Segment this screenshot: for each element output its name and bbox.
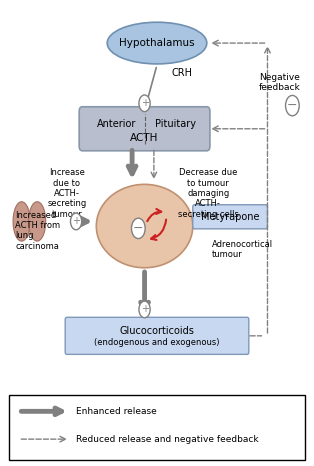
Text: CRH: CRH [171, 68, 192, 78]
Circle shape [285, 96, 299, 116]
Text: +: + [72, 216, 80, 226]
Circle shape [139, 301, 150, 318]
FancyBboxPatch shape [9, 395, 305, 460]
Text: Increased
ACTH from
lung
carcinoma: Increased ACTH from lung carcinoma [15, 211, 61, 251]
Ellipse shape [13, 202, 30, 241]
Ellipse shape [107, 22, 207, 64]
Text: Enhanced release: Enhanced release [76, 407, 157, 416]
Text: Metyrapone: Metyrapone [201, 212, 259, 222]
Text: +: + [141, 98, 149, 108]
Text: (endogenous and exogenous): (endogenous and exogenous) [94, 338, 220, 347]
Text: Increase
due to
ACTH-
secreting
tumour: Increase due to ACTH- secreting tumour [47, 168, 86, 219]
Text: Anterior: Anterior [97, 119, 136, 129]
Text: Hypothalamus: Hypothalamus [119, 38, 195, 48]
FancyBboxPatch shape [65, 317, 249, 354]
Text: −: − [133, 222, 143, 235]
FancyBboxPatch shape [193, 205, 268, 229]
Circle shape [70, 213, 82, 230]
Ellipse shape [96, 185, 193, 268]
Text: Glucocorticoids: Glucocorticoids [120, 326, 194, 336]
Text: Adrenocortical
tumour: Adrenocortical tumour [211, 240, 273, 259]
Ellipse shape [29, 202, 46, 241]
Text: ACTH: ACTH [130, 133, 159, 143]
Text: +: + [141, 304, 149, 315]
Text: Decrease due
to tumour
damaging
ACTH-
secreting cells: Decrease due to tumour damaging ACTH- se… [178, 168, 239, 219]
Circle shape [132, 218, 145, 239]
Text: Reduced release and negative feedback: Reduced release and negative feedback [76, 435, 259, 444]
Text: −: − [287, 99, 298, 112]
FancyBboxPatch shape [79, 107, 210, 151]
Text: Pituitary: Pituitary [155, 119, 196, 129]
Text: Negative
feedback: Negative feedback [259, 73, 301, 92]
Circle shape [139, 95, 150, 112]
